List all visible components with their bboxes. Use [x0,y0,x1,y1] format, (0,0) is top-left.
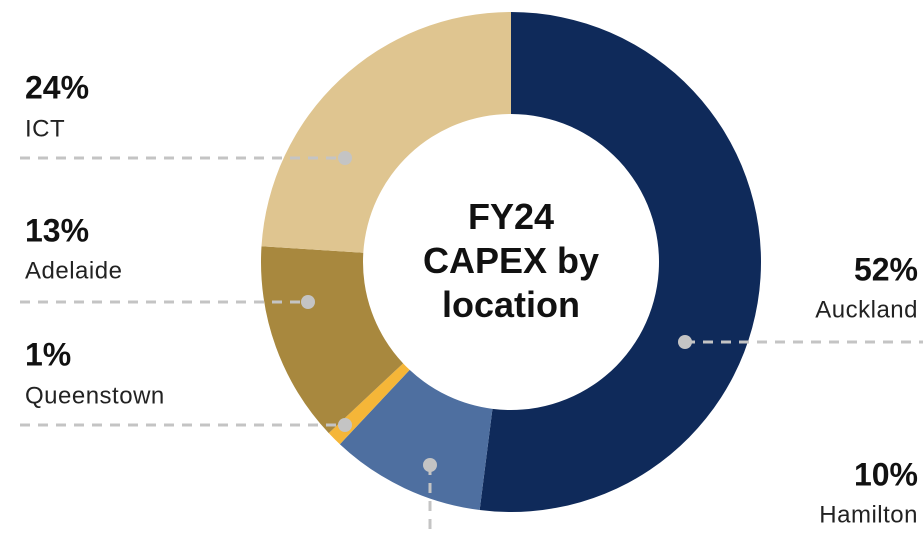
value-label: 1% [25,336,71,372]
leader-dot [423,458,437,472]
category-label: ICT [25,115,65,142]
donut-slice [479,12,761,512]
donut-slice [261,12,511,253]
value-label: 10% [854,456,918,492]
category-label: Hamilton [819,501,918,528]
leader-dot [301,295,315,309]
value-label: 13% [25,212,89,248]
donut-slice [339,369,493,511]
category-label: Adelaide [25,257,122,284]
category-label: Queenstown [25,382,165,409]
leader-dot [338,151,352,165]
value-label: 24% [25,69,89,105]
category-label: Auckland [815,296,918,323]
donut-slice [261,246,404,434]
value-label: 52% [854,251,918,287]
chart-title: FY24 CAPEX by location [422,196,600,325]
leader-dot [338,418,352,432]
leader-dot [678,335,692,349]
